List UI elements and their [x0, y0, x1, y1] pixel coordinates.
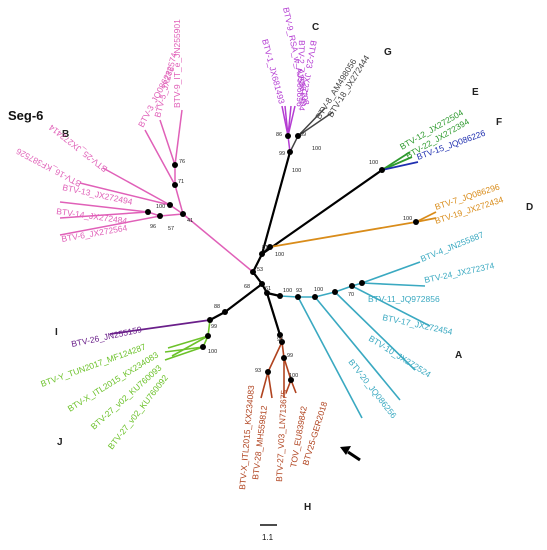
bootstrap-value: 100 [292, 168, 301, 174]
tree-title: Seg-6 [8, 108, 43, 123]
clade-letter-D: D [526, 202, 533, 213]
bootstrap-value: 86 [276, 132, 282, 138]
bootstrap-value: 81 [262, 245, 268, 251]
scale-label: 1.1 [262, 533, 274, 542]
bootstrap-value: 100 [156, 204, 165, 210]
clade-G-labels: BTV-8_AM498056 BTV-18_JX272444 [313, 53, 371, 121]
bootstrap-value: 99 [287, 353, 293, 359]
bootstrap-values: 76 71 41 100 96 57 86 89 99 100 100 100 … [150, 132, 412, 379]
highlight-arrowhead [340, 446, 351, 455]
taxon-label: BTV-11_JQ972856 [368, 294, 440, 304]
clade-H-nodes [265, 332, 294, 383]
bootstrap-value: 89 [300, 132, 306, 138]
clade-J-labels: BTV-Y_TUN2017_MF124287 BTV-X_ITL2015_KX2… [39, 341, 170, 451]
taxon-label: BTV-4_JN255887 [419, 229, 485, 264]
taxon-label: BTV-16_KF387526 [14, 146, 83, 189]
clade-D-branch-1 [415, 211, 437, 223]
clade-letter-F: F [496, 117, 502, 128]
clade-D-branch-2 [415, 217, 437, 223]
clade-letter-E: E [472, 87, 479, 98]
taxon-label: BTV-24_JX272374 [423, 260, 495, 285]
taxon-label: BTV-27_V03_LN713675 [274, 389, 289, 482]
clade-D-node [413, 219, 419, 225]
clade-letter-H: H [304, 502, 311, 513]
bootstrap-value: 100 [369, 160, 378, 166]
clade-D-stem [269, 221, 417, 248]
bootstrap-value: 100 [283, 288, 292, 294]
clade-IJ-nodes [200, 251, 270, 350]
taxon-label: BTV-6_JX272564 [61, 223, 129, 244]
clade-B-branches [59, 109, 254, 273]
clade-CG-nodes [285, 133, 301, 155]
bootstrap-value: 88 [214, 304, 220, 310]
clade-EF-node [379, 167, 385, 173]
taxon-label: BTV-1_JX681493 [260, 38, 287, 105]
taxon-label: BTV-17_JX272454 [382, 312, 454, 337]
clade-I-branch [109, 319, 211, 335]
clade-letter-I: I [55, 327, 58, 338]
clade-A-branches [279, 261, 431, 419]
taxon-label: BTV-2_AJ586696 [295, 40, 307, 107]
bootstrap-value: 100 [312, 146, 321, 152]
tree-backbone [208, 150, 384, 337]
clade-letters: A B C D E F G H I J [55, 22, 533, 513]
clade-E-branch-2 [381, 156, 413, 171]
clade-letter-C: C [312, 22, 319, 33]
bootstrap-value: 93 [255, 368, 261, 374]
clade-letter-A: A [455, 350, 462, 361]
bootstrap-value: 100 [289, 373, 298, 379]
bootstrap-value: 41 [187, 218, 193, 224]
clade-A-nodes [277, 280, 365, 300]
bootstrap-value: 57 [168, 226, 174, 232]
bootstrap-value: 68 [244, 284, 250, 290]
clade-D-root-node [267, 244, 273, 250]
bootstrap-value: 61 [265, 286, 271, 292]
bootstrap-value: 96 [150, 224, 156, 230]
clade-H-labels: BTV-X_ITL2015_KX234083 BTV-28_MH559812 B… [237, 385, 329, 491]
bootstrap-value: 93 [296, 288, 302, 294]
clade-B-labels: BTV-9_IT_e_JN255901 BTV-5_JX272574 BTV-3… [14, 19, 182, 244]
bootstrap-value: 99 [279, 151, 285, 157]
bootstrap-value: 100 [314, 287, 323, 293]
bootstrap-value: 100 [403, 216, 412, 222]
bootstrap-value: 98 [277, 337, 283, 343]
clade-letter-B: B [62, 129, 69, 140]
clade-H-branches [260, 334, 297, 399]
bootstrap-value: 70 [348, 292, 354, 298]
clade-letter-G: G [384, 47, 392, 58]
clade-F-branch [381, 161, 419, 171]
highlight-arrow [347, 450, 361, 462]
taxon-label: BTV-9_IT_e_JN255901 [172, 19, 182, 108]
clade-D-labels: BTV-7_JQ086296 BTV-19_JX272434 [434, 181, 505, 225]
bootstrap-value: 53 [257, 267, 263, 273]
bootstrap-value: 99 [211, 324, 217, 330]
taxon-label: BTV-3_JQ086286 [136, 64, 177, 129]
bootstrap-value: 71 [178, 179, 184, 185]
clade-B-nodes [145, 162, 186, 219]
bootstrap-value: 76 [179, 159, 185, 165]
clade-letter-J: J [57, 437, 63, 448]
bootstrap-value: 100 [208, 349, 217, 355]
clade-C-labels: BTV-1_JX681493 BTV-9_RSA_w_AJ586708 BTV-… [260, 6, 319, 112]
bootstrap-value: 100 [275, 252, 284, 258]
